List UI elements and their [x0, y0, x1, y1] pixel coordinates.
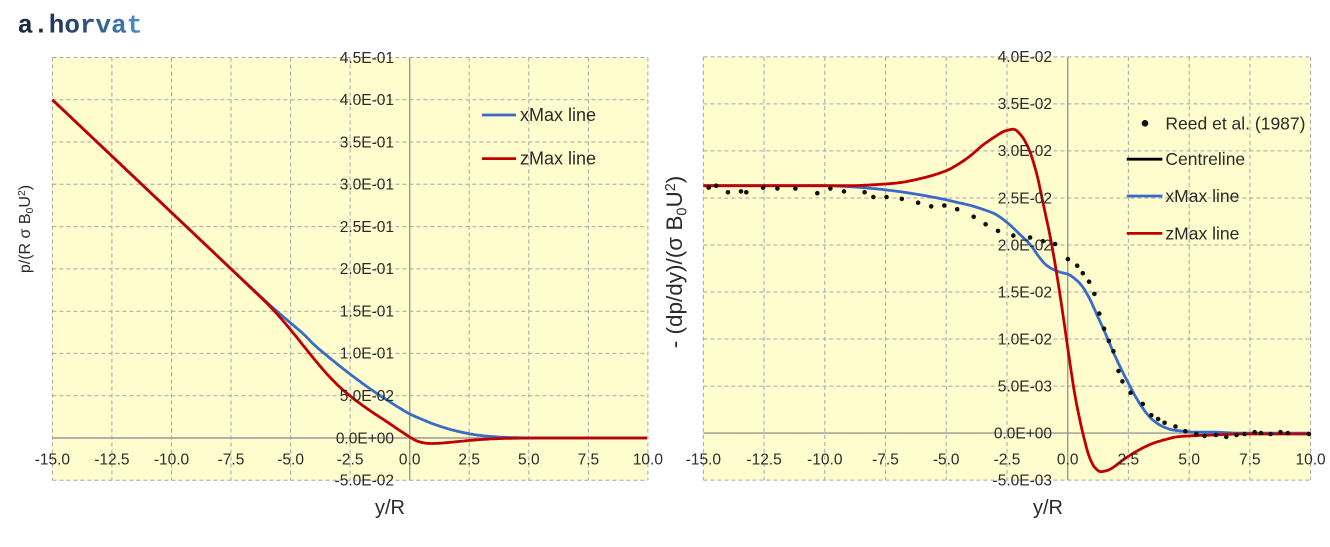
svg-text:-2.5: -2.5 — [337, 451, 364, 468]
svg-text:10.0: 10.0 — [1296, 451, 1327, 468]
svg-text:y/R: y/R — [1033, 497, 1063, 519]
svg-text:3.5E-02: 3.5E-02 — [998, 96, 1052, 113]
svg-text:2.5: 2.5 — [1118, 451, 1140, 468]
svg-text:0.0E+00: 0.0E+00 — [336, 430, 395, 447]
svg-text:-5.0: -5.0 — [933, 451, 960, 468]
svg-text:xMax line: xMax line — [1165, 186, 1239, 206]
svg-text:3.0E-02: 3.0E-02 — [998, 143, 1052, 160]
svg-text:4.5E-01: 4.5E-01 — [340, 50, 394, 67]
svg-text:2.0E-02: 2.0E-02 — [998, 237, 1052, 254]
svg-text:-5.0E-03: -5.0E-03 — [993, 472, 1052, 489]
svg-text:xMax line: xMax line — [520, 105, 596, 125]
svg-text:- (dp/dy)/(σ B0U2): - (dp/dy)/(σ B0U2) — [662, 176, 691, 349]
svg-text:p/(R σ B0U2): p/(R σ B0U2) — [16, 185, 36, 273]
svg-text:5.0E-03: 5.0E-03 — [998, 378, 1052, 395]
svg-text:0.0E+00: 0.0E+00 — [994, 425, 1053, 442]
svg-text:3.0E-01: 3.0E-01 — [340, 177, 394, 194]
svg-text:1.5E-02: 1.5E-02 — [998, 284, 1052, 301]
svg-text:5.0: 5.0 — [1178, 451, 1200, 468]
svg-text:4.0E-02: 4.0E-02 — [998, 49, 1052, 66]
svg-text:7.5: 7.5 — [578, 451, 600, 468]
svg-text:5.0E-02: 5.0E-02 — [340, 388, 394, 405]
svg-text:-12.5: -12.5 — [746, 451, 781, 468]
svg-text:Centreline: Centreline — [1165, 149, 1245, 169]
svg-text:5.0: 5.0 — [518, 451, 540, 468]
svg-text:0.0: 0.0 — [1057, 451, 1079, 468]
svg-text:1.5E-01: 1.5E-01 — [340, 304, 394, 321]
svg-text:a.horvat: a.horvat — [18, 11, 143, 41]
svg-text:zMax line: zMax line — [1165, 223, 1239, 243]
svg-text:-15.0: -15.0 — [686, 451, 722, 468]
svg-text:-7.5: -7.5 — [872, 451, 899, 468]
svg-text:Reed et al. (1987): Reed et al. (1987) — [1165, 113, 1305, 133]
svg-text:3.5E-01: 3.5E-01 — [340, 134, 394, 151]
svg-text:-5.0E-02: -5.0E-02 — [335, 473, 394, 490]
svg-text:zMax line: zMax line — [520, 149, 596, 169]
svg-text:0.0: 0.0 — [399, 451, 421, 468]
svg-text:-10.0: -10.0 — [807, 451, 843, 468]
svg-text:-10.0: -10.0 — [154, 451, 190, 468]
svg-text:2.5E-01: 2.5E-01 — [340, 219, 394, 236]
svg-text:-12.5: -12.5 — [94, 451, 129, 468]
svg-text:-2.5: -2.5 — [994, 451, 1021, 468]
svg-text:10.0: 10.0 — [633, 451, 664, 468]
svg-text:-15.0: -15.0 — [35, 451, 71, 468]
svg-text:1.0E-01: 1.0E-01 — [340, 346, 394, 363]
svg-text:7.5: 7.5 — [1239, 451, 1261, 468]
svg-text:-7.5: -7.5 — [218, 451, 245, 468]
svg-text:2.5E-02: 2.5E-02 — [998, 190, 1052, 207]
svg-text:4.0E-01: 4.0E-01 — [340, 92, 394, 109]
svg-text:y/R: y/R — [375, 497, 405, 519]
svg-text:1.0E-02: 1.0E-02 — [998, 331, 1052, 348]
svg-text:-5.0: -5.0 — [277, 451, 304, 468]
svg-text:2.0E-01: 2.0E-01 — [340, 261, 394, 278]
svg-text:2.5: 2.5 — [458, 451, 480, 468]
